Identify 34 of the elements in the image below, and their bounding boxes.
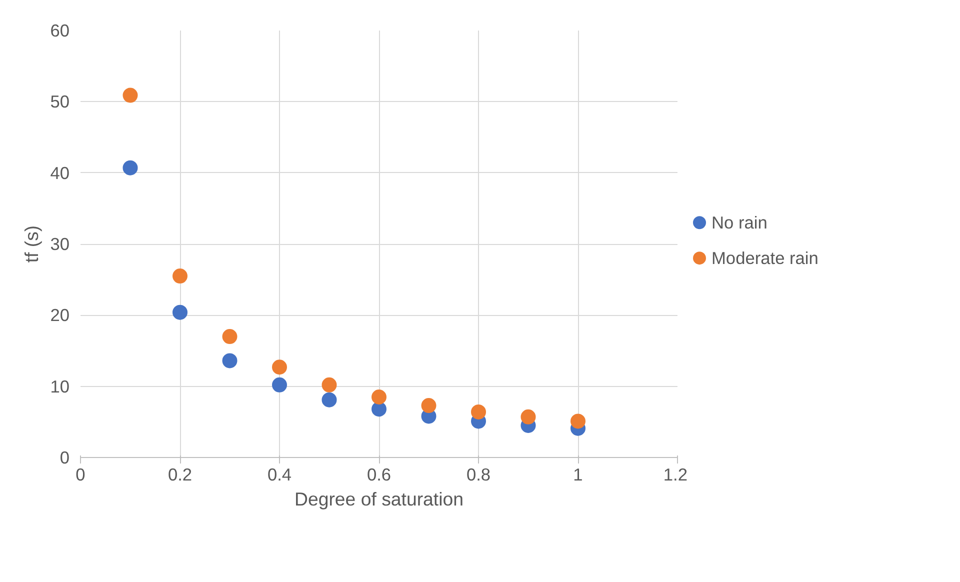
point xyxy=(421,398,436,414)
y-tick-label: 30 xyxy=(50,234,70,254)
point xyxy=(222,329,238,344)
point xyxy=(322,392,337,408)
x-tick-label: 0.2 xyxy=(168,464,192,484)
x-tick-label: 1.2 xyxy=(663,464,688,484)
point xyxy=(172,304,188,320)
x-tick-label: 1 xyxy=(573,464,583,484)
point xyxy=(570,414,586,429)
point xyxy=(471,404,486,420)
x-tick-label: 0.8 xyxy=(466,464,491,484)
point xyxy=(172,268,188,284)
point xyxy=(272,360,287,375)
y-tick-label: 10 xyxy=(50,376,70,396)
x-tick-label: 0.4 xyxy=(267,464,292,484)
y-tick-label: 60 xyxy=(50,20,70,40)
point xyxy=(322,377,337,392)
legend-label: Moderate rain xyxy=(712,248,818,268)
y-axis-title: tf (s) xyxy=(21,225,42,263)
x-tick-label: 0.6 xyxy=(366,464,392,484)
point xyxy=(520,409,536,424)
point xyxy=(372,390,386,404)
point xyxy=(122,88,138,103)
y-tick-label: 40 xyxy=(50,162,70,183)
point xyxy=(372,402,386,417)
legend-label: No rain xyxy=(712,212,768,233)
x-tick-label: 0 xyxy=(76,464,86,484)
point xyxy=(272,377,287,392)
point xyxy=(222,353,238,368)
x-axis-title: Degree of saturation xyxy=(294,488,464,510)
point xyxy=(122,160,138,176)
y-tick-label: 0 xyxy=(60,448,70,468)
y-tick-label: 20 xyxy=(50,305,70,326)
y-tick-label: 50 xyxy=(50,92,70,112)
